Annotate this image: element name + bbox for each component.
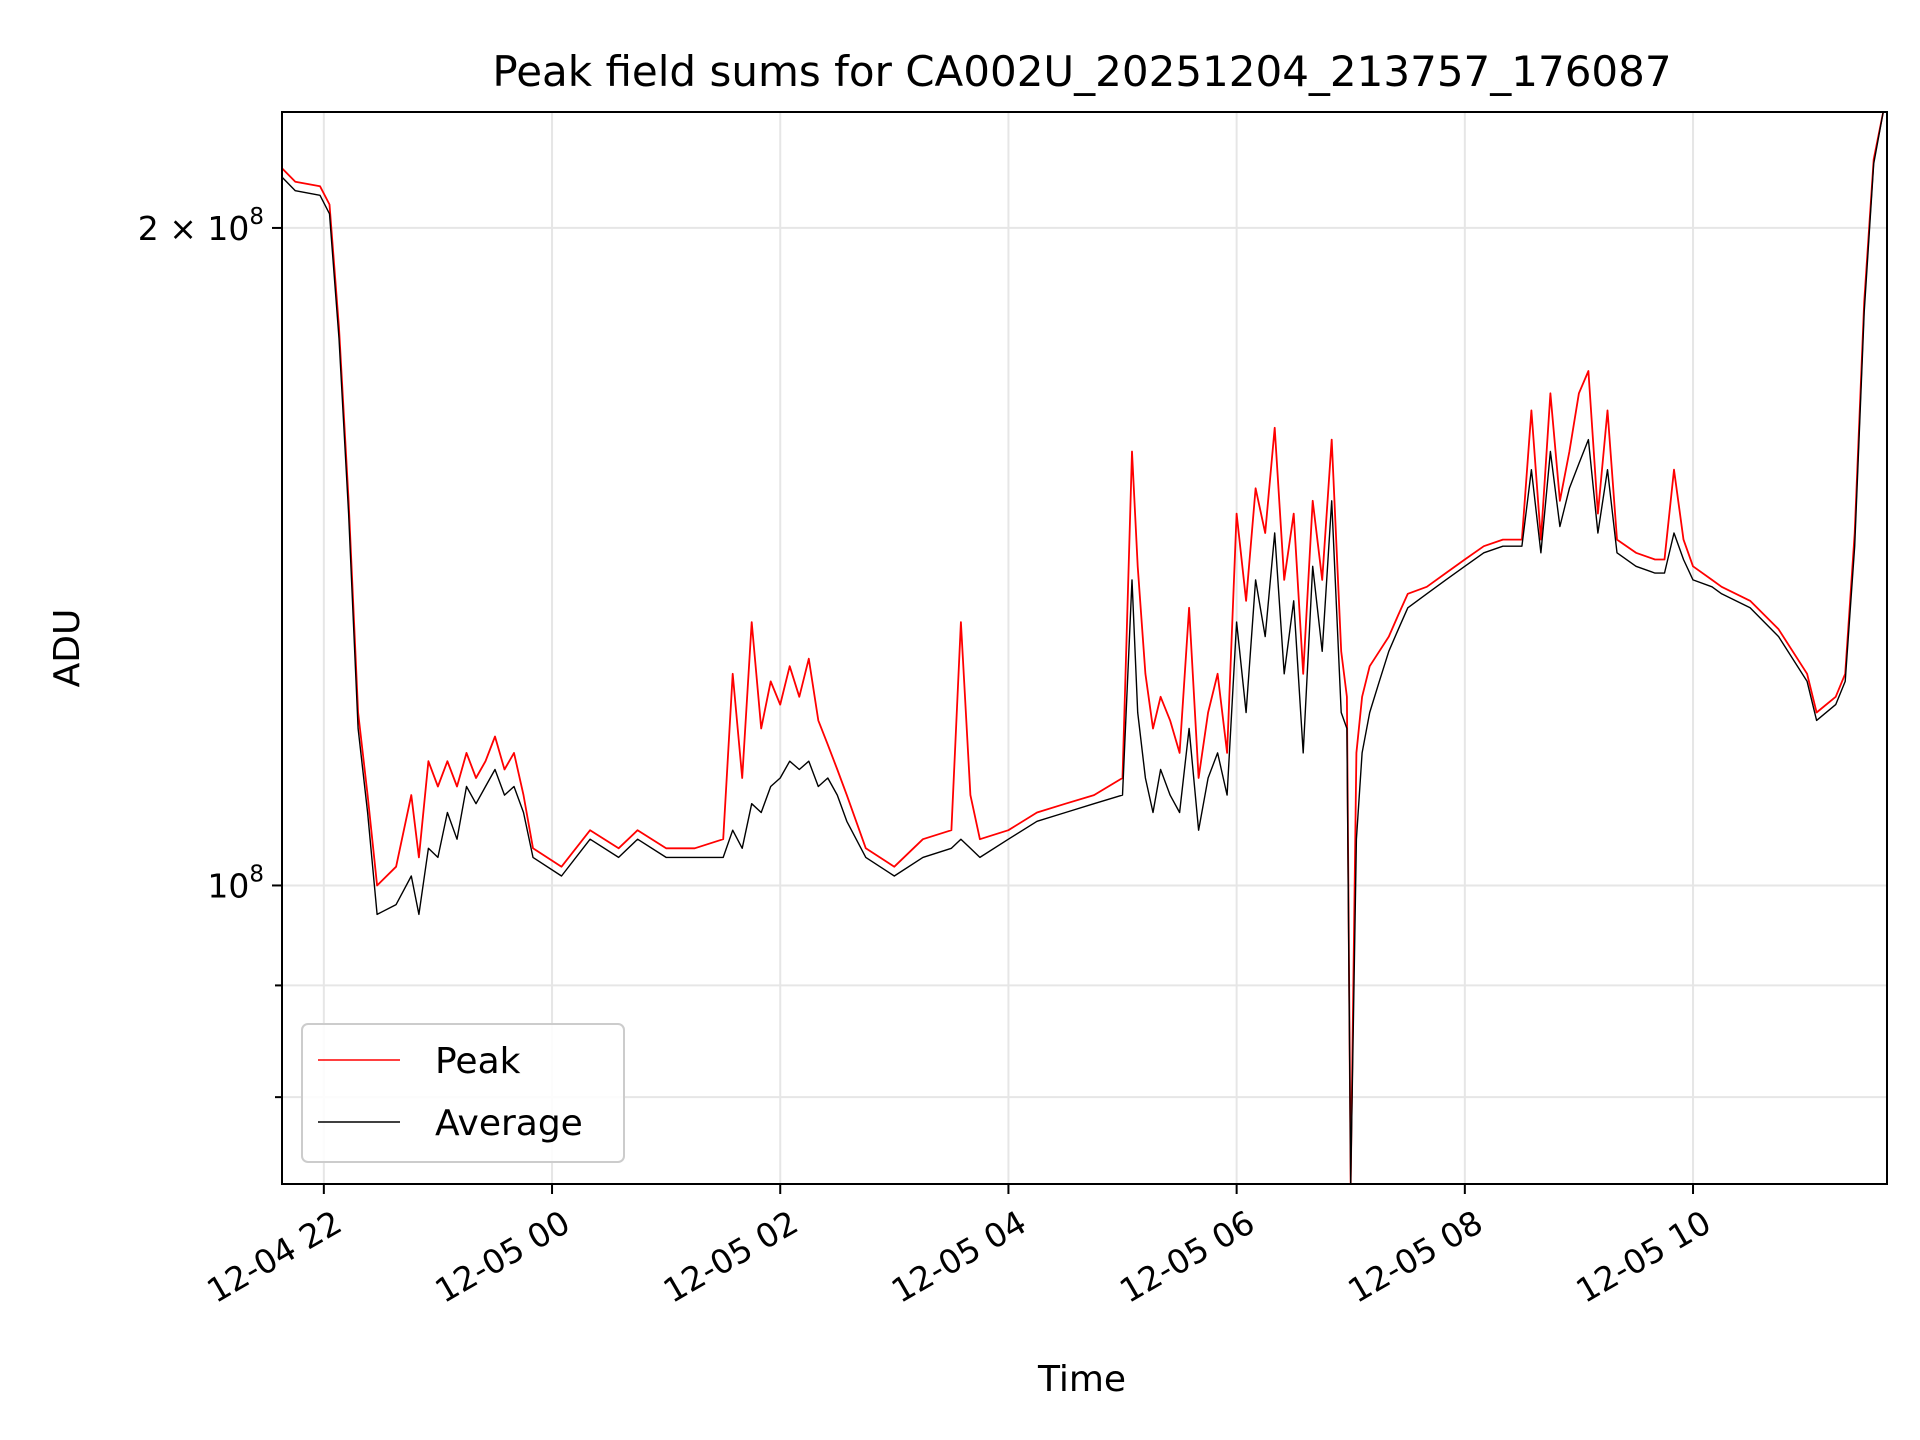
x-axis-label: Time xyxy=(1037,1359,1126,1400)
x-tick-label: 12-05 10 xyxy=(1569,1203,1717,1311)
series-line-average xyxy=(281,111,1887,1185)
series-line-peak xyxy=(281,111,1887,1185)
x-tick-label: 12-05 02 xyxy=(657,1203,805,1311)
x-tick-label: 12-05 06 xyxy=(1113,1203,1261,1311)
series-layer xyxy=(281,111,1887,1185)
legend-label-average: Average xyxy=(435,1103,583,1144)
legend-label-peak: Peak xyxy=(435,1041,521,1082)
x-tick-label: 12-05 00 xyxy=(428,1203,576,1311)
x-tick-label: 12-05 08 xyxy=(1341,1203,1489,1311)
y-axis: 108 2 × 108 xyxy=(138,204,282,1099)
grid-lines xyxy=(282,112,1887,1184)
x-tick-label: 12-04 22 xyxy=(200,1203,348,1311)
y-tick-label: 2 × 108 xyxy=(138,204,264,248)
x-tick-label: 12-05 04 xyxy=(885,1203,1033,1311)
legend-box xyxy=(301,1023,625,1163)
y-axis-label: ADU xyxy=(47,609,88,688)
x-axis: 12-04 22 12-05 00 12-05 02 12-05 04 12-05 06… xyxy=(200,1184,1717,1311)
y-tick-label: 108 xyxy=(207,861,264,905)
plot-frame xyxy=(281,111,1888,1185)
chart-title: Peak field sums for CA002U_20251204_2137… xyxy=(492,47,1671,96)
legend: Peak Average xyxy=(301,1023,625,1163)
